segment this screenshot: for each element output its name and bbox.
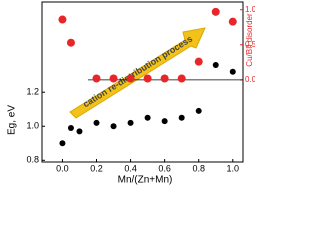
y2-tick-label: 0.5 bbox=[245, 40, 255, 49]
arrow bbox=[69, 27, 206, 119]
point bbox=[93, 119, 100, 126]
point bbox=[58, 15, 67, 24]
point bbox=[144, 114, 151, 121]
point bbox=[127, 119, 134, 126]
point bbox=[67, 124, 74, 131]
y2-axis-label: Cu/BII disorder bbox=[245, 13, 254, 67]
chart: cation re-distribution process Mn/(Zn+Mn… bbox=[7, 1, 257, 186]
x-tick-label: 0.6 bbox=[158, 163, 171, 173]
point bbox=[92, 74, 101, 83]
point bbox=[59, 140, 66, 147]
x-tick-label: 0.0 bbox=[56, 163, 69, 173]
point bbox=[194, 57, 203, 66]
y-tick-label: 1.2 bbox=[26, 87, 39, 97]
x-tick-label: 0.8 bbox=[192, 163, 205, 173]
point bbox=[178, 114, 185, 121]
y2-tick-label: 1.0 bbox=[245, 5, 255, 14]
annotation: cation re-distribution process bbox=[81, 34, 194, 110]
x-tick-label: 1.0 bbox=[227, 163, 240, 173]
y-tick-label: 1.0 bbox=[26, 121, 39, 131]
y-axis-label: Eg, eV bbox=[7, 105, 18, 135]
point bbox=[66, 38, 75, 47]
point bbox=[177, 74, 186, 83]
y2-tick-label: 0.0 bbox=[245, 75, 255, 84]
y-tick-label: 0.8 bbox=[26, 155, 39, 165]
point bbox=[161, 118, 168, 125]
x-tick-label: 0.2 bbox=[90, 163, 103, 173]
plot-frame bbox=[41, 1, 244, 163]
point bbox=[211, 7, 220, 16]
point bbox=[76, 128, 83, 135]
point bbox=[228, 17, 237, 26]
point bbox=[195, 107, 202, 114]
point bbox=[110, 123, 117, 130]
point bbox=[160, 74, 169, 83]
point bbox=[109, 74, 118, 83]
point bbox=[143, 74, 152, 83]
point bbox=[212, 61, 219, 68]
x-axis-label: Mn/(Zn+Mn) bbox=[118, 175, 173, 186]
point bbox=[126, 74, 135, 83]
x-tick-label: 0.4 bbox=[124, 163, 137, 173]
point bbox=[229, 68, 236, 75]
